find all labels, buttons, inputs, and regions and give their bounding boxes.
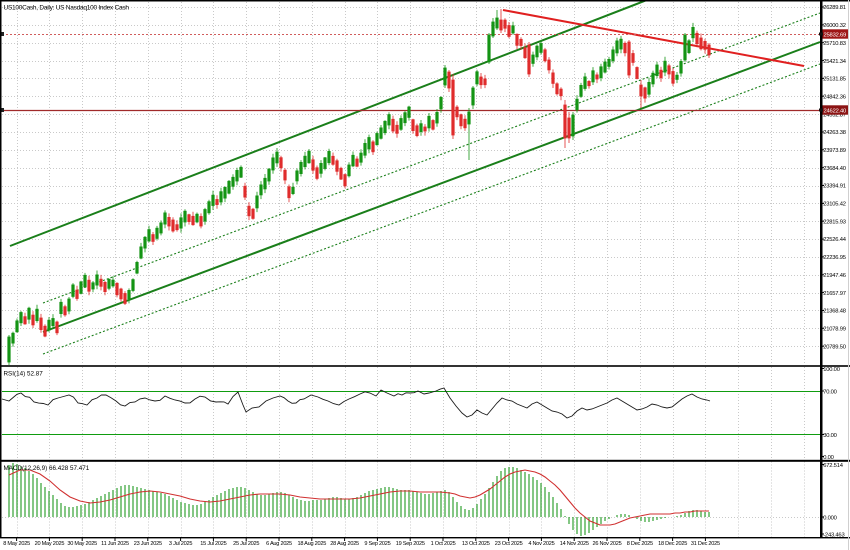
svg-text:US100Cash, Daily: US Nasdaq100: US100Cash, Daily: US Nasdaq100 Index Cas… [4,5,130,12]
svg-text:MACD(12,26,9) 66.428 57.471: MACD(12,26,9) 66.428 57.471 [4,465,90,472]
svg-text:26 Nov 2025: 26 Nov 2025 [593,541,622,547]
svg-text:8 May 2025: 8 May 2025 [3,541,30,547]
svg-text:21657.97: 21657.97 [823,291,846,297]
svg-text:25 Jul 2025: 25 Jul 2025 [233,541,259,547]
svg-text:8 Dec 2025: 8 Dec 2025 [627,541,653,547]
svg-text:22236.95: 22236.95 [823,255,846,261]
svg-text:22815.93: 22815.93 [823,219,846,225]
svg-text:28 Aug 2025: 28 Aug 2025 [330,541,359,547]
svg-text:21368.48: 21368.48 [823,309,846,315]
svg-text:21078.99: 21078.99 [823,327,846,333]
svg-text:23 Oct 2025: 23 Oct 2025 [495,541,523,547]
svg-text:24842.36: 24842.36 [823,95,846,101]
svg-text:RSI(14) 52.87: RSI(14) 52.87 [4,371,44,378]
svg-text:672.514: 672.514 [823,463,844,469]
svg-text:25832.69: 25832.69 [824,33,847,39]
svg-text:6 Aug 2025: 6 Aug 2025 [266,541,292,547]
svg-text:1 Oct 2025: 1 Oct 2025 [431,541,456,547]
svg-text:22526.44: 22526.44 [823,237,847,243]
svg-text:19 Sep 2025: 19 Sep 2025 [396,541,425,547]
svg-text:100.00: 100.00 [823,367,840,373]
svg-text:9 Sep 2025: 9 Sep 2025 [364,541,390,547]
svg-text:20789.50: 20789.50 [823,344,846,350]
svg-text:24622.40: 24622.40 [824,109,847,115]
svg-text:23973.89: 23973.89 [823,148,846,154]
svg-text:21947.46: 21947.46 [823,273,846,279]
svg-text:-243.463: -243.463 [823,533,844,539]
svg-text:25421.34: 25421.34 [823,59,847,65]
svg-text:11 Jun 2025: 11 Jun 2025 [101,541,129,547]
svg-text:15 Jul 2025: 15 Jul 2025 [200,541,226,547]
svg-text:30 May 2025: 30 May 2025 [67,541,97,547]
svg-text:23 Jun 2025: 23 Jun 2025 [134,541,162,547]
svg-text:23684.40: 23684.40 [823,166,846,172]
svg-text:4 Nov 2025: 4 Nov 2025 [528,541,554,547]
svg-text:24263.38: 24263.38 [823,130,846,136]
svg-text:70.00: 70.00 [823,390,837,396]
svg-text:26000.32: 26000.32 [823,23,846,29]
svg-text:25710.83: 25710.83 [823,41,846,47]
svg-text:3 Jul 2025: 3 Jul 2025 [169,541,192,547]
svg-text:0.000: 0.000 [823,516,837,522]
svg-text:0.00: 0.00 [823,455,833,461]
svg-text:24552.87: 24552.87 [823,112,846,118]
svg-text:14 Nov 2025: 14 Nov 2025 [560,541,589,547]
svg-text:31 Dec 2025: 31 Dec 2025 [691,541,720,547]
svg-text:26289.81: 26289.81 [823,5,846,11]
svg-text:25131.85: 25131.85 [823,77,846,83]
svg-text:13 Oct 2025: 13 Oct 2025 [462,541,490,547]
svg-text:30.00: 30.00 [823,433,837,439]
svg-text:23105.42: 23105.42 [823,202,846,208]
svg-text:18 Dec 2025: 18 Dec 2025 [658,541,687,547]
svg-text:23394.91: 23394.91 [823,184,846,190]
svg-text:20 May 2025: 20 May 2025 [35,541,65,547]
svg-text:18 Aug 2025: 18 Aug 2025 [297,541,326,547]
